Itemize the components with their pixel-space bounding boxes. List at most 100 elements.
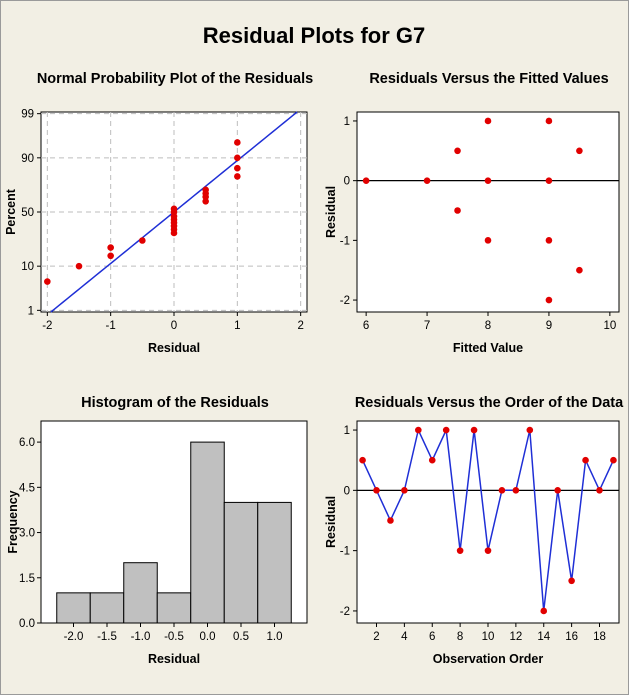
fitted-point-9 <box>545 177 553 184</box>
histogram-x-tick-label: 0.0 <box>200 631 216 643</box>
order-point-2 <box>373 487 380 494</box>
fitted-point-7 <box>484 237 492 244</box>
order-point-9 <box>470 426 478 434</box>
histogram-x-tick-label: 0.5 <box>233 631 249 643</box>
histogram-y-tick-label: 3.0 <box>19 528 35 540</box>
order-point-19 <box>610 456 617 464</box>
fitted-x-tick-label: 9 <box>546 320 552 332</box>
normal-point-1 <box>44 278 51 285</box>
histogram-y-tick-label: 0.0 <box>19 618 35 630</box>
normal-x-axis-label: Residual <box>148 341 200 355</box>
normal-point-17 <box>202 186 209 194</box>
order-point-16 <box>568 577 575 585</box>
fitted-point-6 <box>484 177 492 184</box>
fitted-point-11 <box>545 296 553 304</box>
order-point-14 <box>540 607 548 615</box>
fitted-point-13 <box>576 266 583 274</box>
figure-title: Residual Plots for G7 <box>203 23 426 48</box>
normal-x-tick-label: -1 <box>106 320 116 332</box>
histogram-x-tick-label: 1.0 <box>267 631 283 643</box>
order-point-8 <box>456 547 464 554</box>
normal-point-5 <box>139 237 146 244</box>
normal-point-20 <box>234 154 241 162</box>
fitted-point-10 <box>545 237 553 244</box>
histogram-y-tick-label: 1.5 <box>19 573 35 585</box>
histogram-bar-4 <box>156 592 192 624</box>
normal-y-tick-label: 1 <box>28 305 34 317</box>
histogram-x-tick-label: -1.5 <box>97 631 117 643</box>
fitted-title: Residuals Versus the Fitted Values <box>369 71 608 87</box>
histogram-x-tick-label: -2.0 <box>64 631 84 643</box>
order-x-axis-label: Observation Order <box>433 652 544 666</box>
histogram-title: Histogram of the Residuals <box>81 395 269 411</box>
histogram-y-tick-label: 4.5 <box>19 482 35 494</box>
normal-y-tick-label: 50 <box>21 207 34 219</box>
order-point-17 <box>582 456 589 464</box>
histogram-y-tick-label: 6.0 <box>19 437 35 449</box>
normal-title: Normal Probability Plot of the Residuals <box>37 71 313 87</box>
fitted-point-8 <box>545 117 553 125</box>
order-y-tick-label: -1 <box>340 546 350 558</box>
histogram-x-axis-label: Residual <box>148 652 200 666</box>
histogram-bar-5 <box>190 441 225 624</box>
fitted-x-tick-label: 7 <box>424 320 430 332</box>
order-point-6 <box>428 456 436 464</box>
normal-y-tick-label: 99 <box>21 109 34 121</box>
normal-y-tick-label: 90 <box>21 153 34 165</box>
normal-point-21 <box>234 139 241 146</box>
fitted-y-tick-label: 1 <box>344 116 350 128</box>
normal-x-tick-label: 2 <box>297 320 303 332</box>
normal-point-18 <box>234 173 241 180</box>
histogram-bar-3 <box>123 562 158 624</box>
fitted-plot-area <box>356 111 620 313</box>
normal-y-axis-label: Percent <box>4 188 18 235</box>
order-x-tick-label: 8 <box>457 631 463 643</box>
order-point-15 <box>554 487 561 494</box>
order-point-18 <box>596 487 603 494</box>
order-point-10 <box>484 547 492 554</box>
order-y-tick-label: 0 <box>344 485 350 497</box>
fitted-y-tick-label: 0 <box>344 176 350 188</box>
order-y-tick-label: -2 <box>340 606 350 618</box>
fitted-point-1 <box>362 177 370 184</box>
fitted-point-12 <box>576 147 583 155</box>
histogram-x-tick-label: -0.5 <box>164 631 184 643</box>
order-x-tick-label: 4 <box>401 631 408 643</box>
fitted-point-2 <box>423 177 431 184</box>
order-x-tick-label: 12 <box>509 631 522 643</box>
fitted-x-axis-label: Fitted Value <box>453 341 523 355</box>
histogram-bar-1 <box>56 592 91 624</box>
order-y-axis-label: Residual <box>324 496 338 548</box>
normal-x-tick-label: -2 <box>42 320 52 332</box>
fitted-y-axis-label: Residual <box>324 186 338 238</box>
fitted-x-tick-label: 10 <box>603 320 616 332</box>
order-x-tick-label: 16 <box>565 631 578 643</box>
order-point-11 <box>498 487 506 494</box>
fitted-point-4 <box>454 207 461 214</box>
histogram-x-tick-label: -1.0 <box>131 631 151 643</box>
order-x-tick-label: 18 <box>593 631 606 643</box>
fitted-x-tick-label: 8 <box>485 320 491 332</box>
fitted-y-tick-label: -2 <box>340 295 350 307</box>
order-plot-area <box>356 420 620 624</box>
order-point-7 <box>442 426 450 434</box>
order-x-tick-label: 10 <box>482 631 495 643</box>
order-x-tick-label: 14 <box>537 631 550 643</box>
order-title: Residuals Versus the Order of the Data <box>355 395 624 411</box>
normal-point-2 <box>75 262 83 270</box>
normal-point-19 <box>234 164 241 172</box>
normal-point-13 <box>170 205 178 213</box>
order-x-tick-label: 2 <box>373 631 379 643</box>
order-point-1 <box>359 456 366 464</box>
histogram-y-axis-label: Frequency <box>6 490 20 553</box>
order-point-3 <box>387 517 394 524</box>
normal-y-tick-label: 10 <box>21 261 34 273</box>
order-point-12 <box>512 487 520 494</box>
normal-point-3 <box>107 252 114 260</box>
fitted-x-tick-label: 6 <box>363 320 369 332</box>
normal-x-tick-label: 1 <box>234 320 240 332</box>
fitted-point-5 <box>484 117 492 125</box>
fitted-y-tick-label: -1 <box>340 235 350 247</box>
